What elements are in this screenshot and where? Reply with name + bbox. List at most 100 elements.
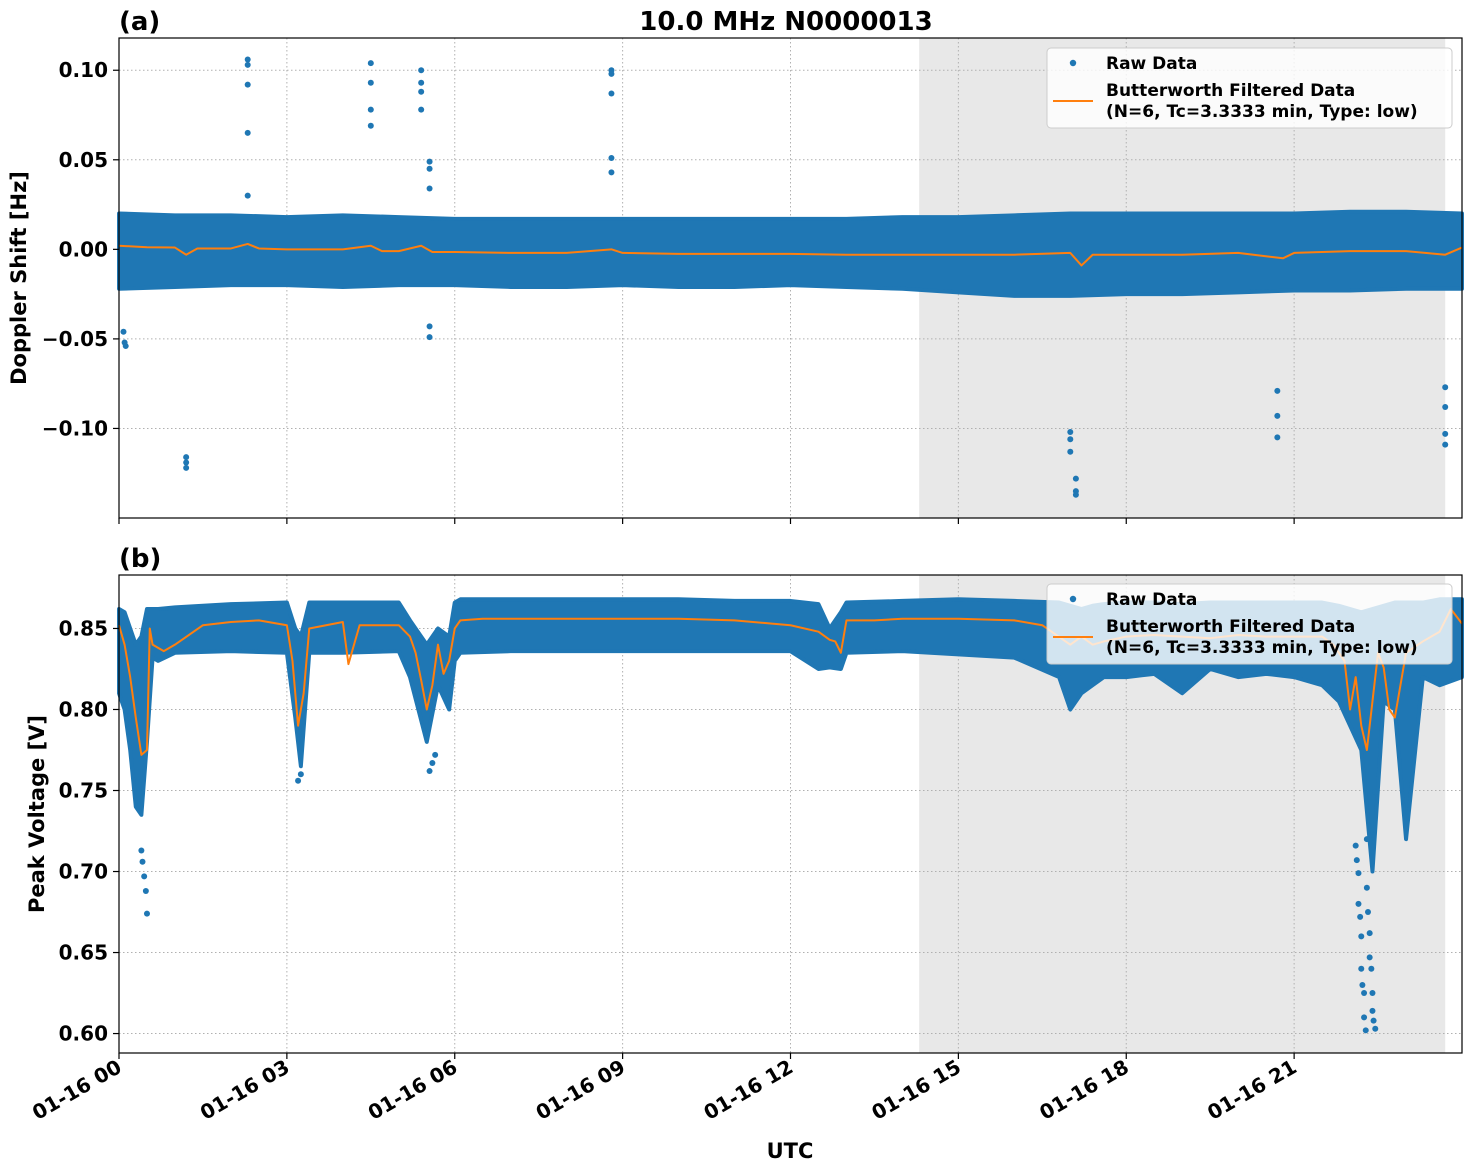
y-tick-label: 0.65 bbox=[59, 941, 108, 965]
raw-data-point bbox=[1442, 403, 1449, 410]
raw-data-point bbox=[1370, 1017, 1377, 1024]
panel-b: 0.600.650.700.750.800.85 01-16 00 01-16 0… bbox=[25, 544, 1464, 1125]
panel-a-legend: Raw Data Butterworth Filtered Data (N=6,… bbox=[1046, 47, 1453, 129]
raw-data-point bbox=[608, 155, 615, 161]
legend-raw-label: Raw Data bbox=[1106, 54, 1197, 74]
x-tick-label: 01-16 03 bbox=[196, 1055, 294, 1125]
legend-frame bbox=[1046, 47, 1453, 129]
x-tick-label: 01-16 06 bbox=[364, 1055, 462, 1125]
panel-a-raw-data-outliers bbox=[120, 56, 1449, 498]
legend-raw-marker bbox=[1069, 59, 1077, 67]
raw-data-point bbox=[426, 185, 433, 192]
raw-data-point bbox=[1072, 475, 1079, 482]
raw-data-point bbox=[120, 328, 127, 335]
raw-data-point bbox=[1362, 1027, 1369, 1034]
y-tick-label: 0.75 bbox=[59, 779, 108, 803]
panel-b-y-ticks: 0.60 0.65 0.70 0.75 0.80 0.85 bbox=[59, 616, 119, 1046]
x-tick-label: 01-16 18 bbox=[1035, 1055, 1133, 1125]
panel-a-filtered-line bbox=[118, 242, 1463, 267]
raw-data-point bbox=[1353, 857, 1360, 864]
panel-b-raw-data-outliers bbox=[138, 751, 1379, 1034]
raw-data-point bbox=[418, 67, 425, 74]
raw-data-point bbox=[183, 464, 190, 471]
raw-data-point bbox=[1355, 870, 1362, 877]
legend-filtered-params: (N=6, Tc=3.3333 min, Type: low) bbox=[1106, 102, 1418, 122]
raw-data-point bbox=[367, 60, 374, 67]
raw-data-point bbox=[297, 771, 304, 778]
y-tick-label: 0.70 bbox=[59, 860, 108, 884]
panel-b-legend: Raw Data Butterworth Filtered Data (N=6,… bbox=[1046, 583, 1453, 665]
raw-data-point bbox=[432, 751, 439, 758]
raw-data-point bbox=[418, 79, 425, 86]
y-tick-label: 0.80 bbox=[59, 697, 108, 721]
raw-data-point bbox=[244, 81, 251, 88]
legend-raw-label: Raw Data bbox=[1106, 590, 1197, 610]
raw-data-point bbox=[1352, 842, 1359, 849]
raw-data-point bbox=[244, 129, 251, 136]
raw-data-point bbox=[1067, 436, 1074, 443]
raw-data-point bbox=[1361, 1014, 1368, 1021]
raw-data-point bbox=[1361, 990, 1368, 997]
raw-data-point bbox=[1363, 836, 1370, 843]
panel-a-label: (a) bbox=[119, 7, 160, 37]
raw-data-point bbox=[608, 169, 615, 176]
raw-data-point bbox=[138, 847, 145, 854]
raw-data-point bbox=[142, 887, 149, 894]
y-tick-label: 0.10 bbox=[59, 58, 108, 82]
raw-data-point bbox=[426, 768, 433, 775]
legend-frame bbox=[1046, 583, 1453, 665]
raw-data-point bbox=[139, 858, 146, 865]
x-tick-label: 01-16 21 bbox=[1203, 1055, 1301, 1125]
raw-data-point bbox=[426, 158, 433, 165]
raw-data-point bbox=[141, 873, 148, 880]
raw-data-point bbox=[367, 106, 374, 113]
raw-data-point bbox=[1442, 384, 1449, 391]
filtered-data-line bbox=[118, 242, 1463, 267]
panel-b-label: (b) bbox=[119, 544, 161, 574]
raw-data-point bbox=[1369, 990, 1376, 997]
raw-data-point bbox=[1072, 491, 1079, 498]
legend-raw-marker bbox=[1069, 595, 1077, 603]
raw-data-point bbox=[367, 122, 374, 129]
x-tick-label: 01-16 12 bbox=[699, 1055, 797, 1125]
raw-data-point bbox=[367, 79, 374, 86]
y-tick-label: 0.05 bbox=[59, 148, 108, 172]
legend-filtered-params: (N=6, Tc=3.3333 min, Type: low) bbox=[1106, 638, 1418, 658]
raw-data-point bbox=[1274, 434, 1281, 441]
raw-data-point bbox=[429, 759, 436, 766]
raw-data-point bbox=[1372, 1025, 1379, 1032]
x-axis-label: UTC bbox=[767, 1139, 814, 1163]
raw-data-point bbox=[295, 777, 302, 784]
raw-data-point bbox=[608, 70, 615, 77]
raw-data-point bbox=[143, 910, 150, 917]
figure-title: 10.0 MHz N0000013 bbox=[639, 7, 932, 37]
y-tick-label: −0.05 bbox=[42, 327, 108, 351]
raw-data-point bbox=[1274, 387, 1281, 394]
raw-data-point bbox=[1355, 900, 1362, 907]
raw-data-point bbox=[426, 165, 433, 172]
raw-data-point bbox=[1366, 930, 1373, 937]
raw-data-point bbox=[1274, 412, 1281, 419]
y-tick-label: 0.60 bbox=[59, 1022, 108, 1046]
raw-data-point bbox=[1358, 933, 1365, 940]
raw-data-point bbox=[1363, 884, 1370, 891]
filtered-data-line bbox=[118, 608, 1463, 756]
raw-data-point bbox=[244, 192, 251, 199]
panel-a: −0.10 −0.05 0.00 0.05 0.10 (a) Doppler Shift… bbox=[7, 7, 1464, 524]
raw-data-point bbox=[1368, 965, 1375, 972]
y-tick-label: −0.10 bbox=[42, 416, 108, 440]
raw-data-point bbox=[1357, 913, 1364, 920]
raw-data-point bbox=[608, 90, 615, 97]
raw-data-point bbox=[1067, 448, 1074, 455]
panel-b-x-ticks: 01-16 00 01-16 03 01-16 06 01-16 09 01-16 12… bbox=[28, 1053, 1301, 1125]
raw-data-point bbox=[418, 106, 425, 113]
raw-data-point bbox=[122, 343, 129, 350]
raw-data-point bbox=[418, 88, 425, 95]
y-tick-label: 0.85 bbox=[59, 616, 108, 640]
raw-data-point bbox=[1364, 909, 1371, 916]
panel-b-ylabel: Peak Voltage [V] bbox=[25, 715, 49, 913]
raw-data-point bbox=[244, 56, 251, 63]
raw-data-point bbox=[1366, 954, 1373, 961]
raw-data-point bbox=[183, 454, 190, 461]
